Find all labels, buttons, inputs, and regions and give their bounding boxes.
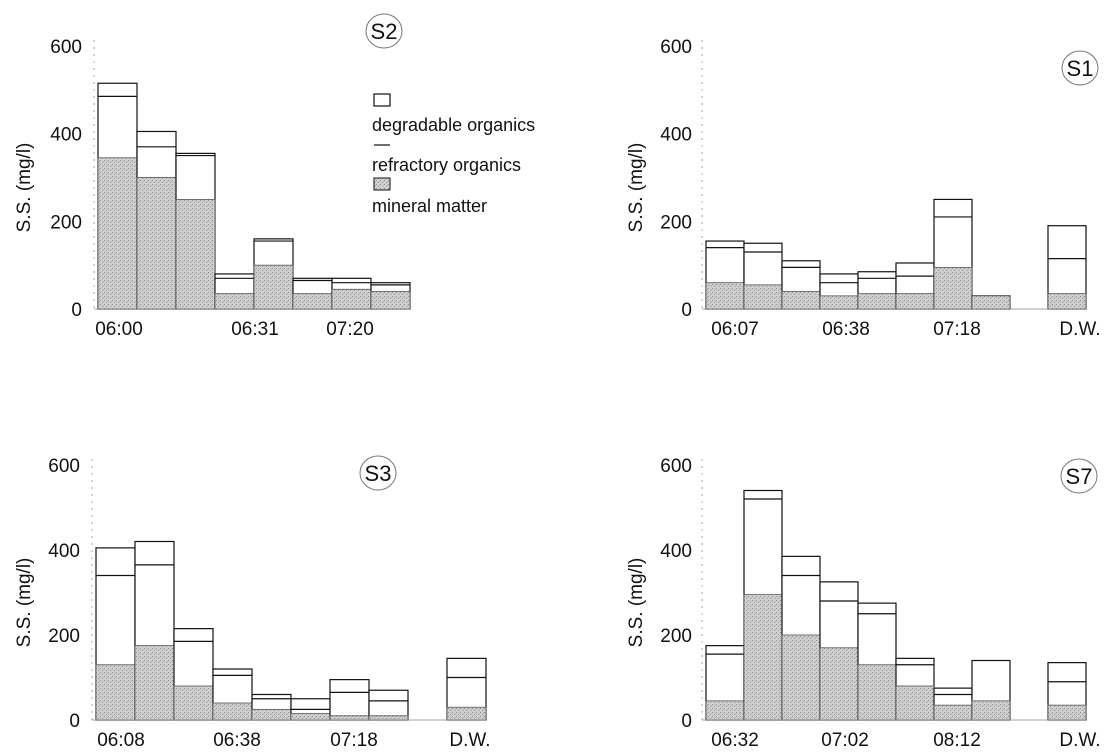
y-tick-label: 600 bbox=[660, 456, 692, 477]
bar-mineral-matter bbox=[253, 264, 294, 310]
y-tick-label: 0 bbox=[681, 711, 692, 732]
bar-mineral-matter bbox=[933, 704, 973, 721]
y-axis-label: S.S. (mg/l) bbox=[14, 143, 35, 233]
y-axis-label: S.S. (mg/l) bbox=[14, 558, 35, 648]
bar-mineral-matter bbox=[743, 284, 783, 310]
legend-swatch-mineral bbox=[373, 177, 391, 191]
x-tick-label: 06:32 bbox=[711, 730, 759, 751]
bar-total bbox=[368, 689, 409, 721]
bar-mineral-matter bbox=[446, 706, 487, 721]
y-tick-label: 600 bbox=[50, 37, 82, 58]
bar-mineral-matter bbox=[175, 199, 216, 310]
legend-swatch-degradable bbox=[373, 93, 391, 107]
x-tick-label: 07:18 bbox=[330, 730, 378, 751]
x-tick-label: 06:07 bbox=[711, 319, 759, 340]
bar-mineral-matter bbox=[97, 157, 138, 310]
bar-mineral-matter bbox=[370, 291, 411, 310]
bar-mineral-matter bbox=[292, 293, 333, 310]
station-badge-label: S7 bbox=[1066, 464, 1093, 489]
chart-panel-s1: 0 200 400 600 S.S. (mg/l) 06:07 06:38 07:18 D.W.… bbox=[626, 37, 1101, 340]
bar-mineral-matter bbox=[214, 293, 255, 310]
chart-panel-s7: 0 200 400 600 S.S. (mg/l) 06:32 07:02 08:12 D.W.… bbox=[626, 456, 1101, 751]
y-tick-label: 600 bbox=[660, 37, 692, 58]
station-badge-label: S2 bbox=[371, 19, 398, 44]
bar-mineral-matter bbox=[971, 700, 1011, 721]
y-tick-label: 0 bbox=[69, 711, 80, 732]
bar-mineral-matter bbox=[857, 664, 897, 721]
bar-mineral-matter bbox=[368, 715, 409, 721]
y-tick-label: 400 bbox=[660, 125, 692, 146]
x-tick-label: 06:08 bbox=[97, 730, 145, 751]
x-tick-label: 06:38 bbox=[822, 319, 870, 340]
bar-mineral-matter bbox=[1047, 704, 1087, 721]
station-badge-circle bbox=[1061, 50, 1099, 86]
bar-mineral-matter bbox=[857, 293, 897, 310]
station-badge-circle bbox=[359, 455, 397, 491]
bar-mineral-matter bbox=[329, 715, 370, 721]
bar-mineral-matter bbox=[331, 288, 372, 310]
x-tick-label: 07:20 bbox=[326, 319, 374, 340]
x-tick-label: 06:31 bbox=[231, 319, 279, 340]
station-badge-circle bbox=[1060, 458, 1098, 494]
bar-mineral-matter bbox=[781, 291, 821, 310]
bar-mineral-matter bbox=[781, 634, 821, 721]
bar-mineral-matter bbox=[212, 702, 253, 721]
legend-label-mineral: mineral matter bbox=[372, 196, 487, 216]
chart-panel-s3: 0 200 400 600 S.S. (mg/l) 06:08 06:38 07:18 D.W.… bbox=[14, 455, 491, 751]
bar-mineral-matter bbox=[895, 293, 935, 310]
x-tick-label: 07:02 bbox=[821, 730, 869, 751]
x-tick-label: 06:38 bbox=[213, 730, 261, 751]
bar-mineral-matter bbox=[705, 282, 745, 310]
bar-mineral-matter bbox=[1047, 293, 1087, 310]
y-axis-label: S.S. (mg/l) bbox=[626, 143, 647, 233]
y-tick-label: 0 bbox=[71, 300, 82, 321]
bar-mineral-matter bbox=[95, 664, 136, 721]
bar-mineral-matter bbox=[743, 594, 783, 721]
chart-panel-s2: 0 200 400 600 S.S. (mg/l) 06:00 06:31 07:20 S2 bbox=[14, 13, 411, 340]
bar-mineral-matter bbox=[819, 647, 859, 721]
x-tick-label: 06:00 bbox=[95, 319, 143, 340]
legend-label-refractory: refractory organics bbox=[372, 155, 521, 175]
legend-label-degradable: degradable organics bbox=[372, 115, 535, 135]
bar-mineral-matter bbox=[173, 685, 214, 721]
station-badge-label: S1 bbox=[1067, 56, 1094, 81]
y-tick-label: 400 bbox=[48, 541, 80, 562]
x-tick-label: 08:12 bbox=[933, 730, 981, 751]
y-tick-label: 600 bbox=[48, 456, 80, 477]
bar-mineral-matter bbox=[933, 266, 973, 310]
station-badge-label: S3 bbox=[365, 461, 392, 486]
bar-mineral-matter bbox=[705, 700, 745, 721]
y-tick-label: 200 bbox=[660, 212, 692, 233]
y-tick-label: 200 bbox=[48, 626, 80, 647]
bar-total bbox=[329, 679, 370, 721]
y-tick-label: 200 bbox=[50, 212, 82, 233]
bar-mineral-matter bbox=[251, 708, 292, 721]
y-tick-label: 200 bbox=[660, 626, 692, 647]
bar-mineral-matter bbox=[136, 177, 177, 310]
x-tick-label: 07:18 bbox=[933, 319, 981, 340]
bar-mineral-matter bbox=[290, 713, 331, 721]
x-tick-label: D.W. bbox=[1059, 730, 1100, 751]
y-tick-label: 400 bbox=[50, 125, 82, 146]
x-tick-label: D.W. bbox=[449, 730, 490, 751]
y-tick-label: 0 bbox=[681, 300, 692, 321]
station-badge-circle bbox=[365, 13, 403, 49]
y-tick-label: 400 bbox=[660, 541, 692, 562]
bar-mineral-matter bbox=[819, 295, 859, 310]
bar-mineral-matter bbox=[134, 645, 175, 721]
legend: degradable organics refractory organics … bbox=[372, 93, 535, 216]
x-tick-label: D.W. bbox=[1059, 319, 1100, 340]
bar-mineral-matter bbox=[971, 295, 1011, 310]
y-axis-label: S.S. (mg/l) bbox=[626, 558, 647, 648]
bar-mineral-matter bbox=[895, 685, 935, 721]
